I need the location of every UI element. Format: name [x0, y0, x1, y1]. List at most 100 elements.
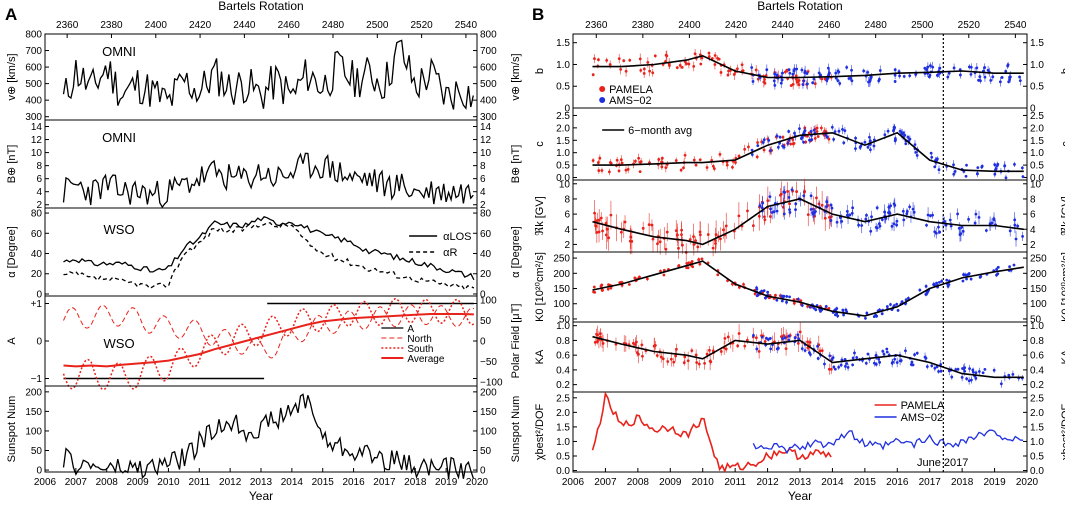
pamela-point: [660, 165, 664, 169]
legend-label: PAMELA: [901, 400, 945, 412]
ams02-point: [755, 347, 759, 351]
pamela-point: [725, 163, 729, 167]
pamela-point: [592, 285, 596, 289]
panel-label: OMNI: [102, 130, 136, 145]
ams02-point: [1003, 164, 1007, 168]
bottom-axis-tick-label: 2009: [126, 477, 149, 488]
pamela-point: [815, 130, 819, 133]
ams02-point: [886, 129, 890, 133]
ams02-point: [786, 142, 790, 145]
pamela-point: [632, 341, 635, 345]
ams02-point: [896, 308, 900, 312]
ams02-point: [866, 352, 870, 356]
ams02-point: [1018, 79, 1022, 83]
pamela-point: [675, 347, 678, 351]
bottom-axis-tick-label: 2017: [373, 477, 396, 488]
ams02-point: [944, 223, 948, 227]
pamela-point: [804, 140, 808, 144]
top-axis-tick-label: 2500: [366, 20, 389, 31]
ams02-point: [864, 217, 868, 221]
ams02-point: [865, 311, 869, 315]
ams02-point: [802, 140, 806, 144]
ams02-point: [925, 365, 929, 369]
pamela-point: [711, 246, 715, 250]
pamela-point: [622, 59, 626, 63]
y-tick-label-right: 200: [1030, 269, 1047, 280]
bottom-axis-tick-label: 2011: [724, 477, 746, 488]
pamela-point: [718, 152, 722, 156]
pamela-point: [737, 332, 741, 335]
ams02-point: [986, 68, 990, 72]
ams02-point: [891, 360, 895, 364]
pamela-point: [798, 330, 802, 334]
pamela-point: [700, 56, 704, 60]
ams02-point: [998, 80, 1002, 84]
ams02-point: [775, 134, 779, 138]
pamela-point: [783, 70, 787, 74]
y-tick-label-right: 1.0: [1030, 148, 1044, 159]
ams02-point: [760, 289, 764, 293]
rk-avg-line: [592, 198, 1024, 246]
y-tick-label: 4: [36, 187, 42, 198]
pamela-point: [606, 287, 610, 291]
ams02-point: [830, 357, 834, 361]
panel-letter: A: [5, 5, 17, 24]
top-axis-tick-label: 2480: [865, 20, 888, 31]
ams02-point: [775, 209, 779, 213]
bottom-axis-label: Year: [788, 489, 812, 503]
top-axis-tick-label: 2500: [911, 20, 934, 31]
y-tick-label: 20: [31, 269, 43, 280]
y-tick-label: 6: [36, 174, 42, 185]
legend-label: AMS−02: [901, 412, 944, 424]
y-tick-label: 10: [559, 179, 571, 190]
ams02-point: [885, 305, 889, 308]
pamela-point: [735, 67, 739, 71]
ams02-point: [1006, 63, 1010, 67]
y-tick-label-right: 500: [480, 79, 497, 90]
alpha-los-line: [63, 216, 475, 281]
ams02-chi-line: [752, 429, 1024, 455]
ams02-point: [830, 206, 834, 210]
ams02-point: [866, 70, 870, 74]
pamela-point: [599, 216, 603, 220]
y-tick-label-right: 100: [480, 296, 497, 307]
ams02-point: [974, 371, 978, 375]
pamela-point: [756, 141, 760, 144]
pamela-point: [677, 246, 680, 250]
pamela-point: [607, 283, 610, 287]
bottom-axis-tick-label: 2012: [219, 477, 242, 488]
pamela-point: [794, 77, 798, 81]
pamela-point: [686, 359, 690, 363]
pamela-point: [680, 228, 684, 232]
ams02-point: [835, 220, 839, 224]
legend-label: AMS−02: [609, 95, 652, 107]
pamela-point: [593, 290, 597, 294]
ams02-point: [967, 217, 970, 221]
pamela-point: [591, 73, 595, 77]
ams02-point: [834, 71, 838, 75]
ams02-point: [937, 225, 940, 229]
ams02-point: [905, 212, 909, 216]
pamela-point: [808, 341, 812, 344]
y-tick-label-right: 2.0: [1030, 123, 1044, 134]
y-tick-label: 80: [31, 209, 43, 220]
ams02-point: [785, 300, 788, 304]
pamela-point: [754, 336, 758, 340]
pamela-point: [619, 67, 623, 71]
ams02-point: [952, 172, 956, 176]
pamela-point: [795, 190, 799, 193]
pamela-point: [789, 84, 793, 87]
pamela-chi-line: [591, 391, 832, 474]
ams02-point: [969, 72, 973, 76]
ams02-point: [812, 77, 816, 81]
y-tick-label: 50: [559, 314, 571, 325]
right-axis-label: v⊕ [km/s]: [510, 53, 522, 100]
bottom-axis-tick-label: 2012: [756, 477, 779, 488]
ams02-point: [898, 74, 901, 78]
ams02-point: [940, 279, 944, 283]
ams02-point: [869, 75, 873, 79]
ams02-point: [947, 71, 951, 75]
bottom-axis-tick-label: 2019: [435, 477, 458, 488]
pamela-point: [706, 233, 710, 236]
pamela-point: [703, 362, 706, 365]
